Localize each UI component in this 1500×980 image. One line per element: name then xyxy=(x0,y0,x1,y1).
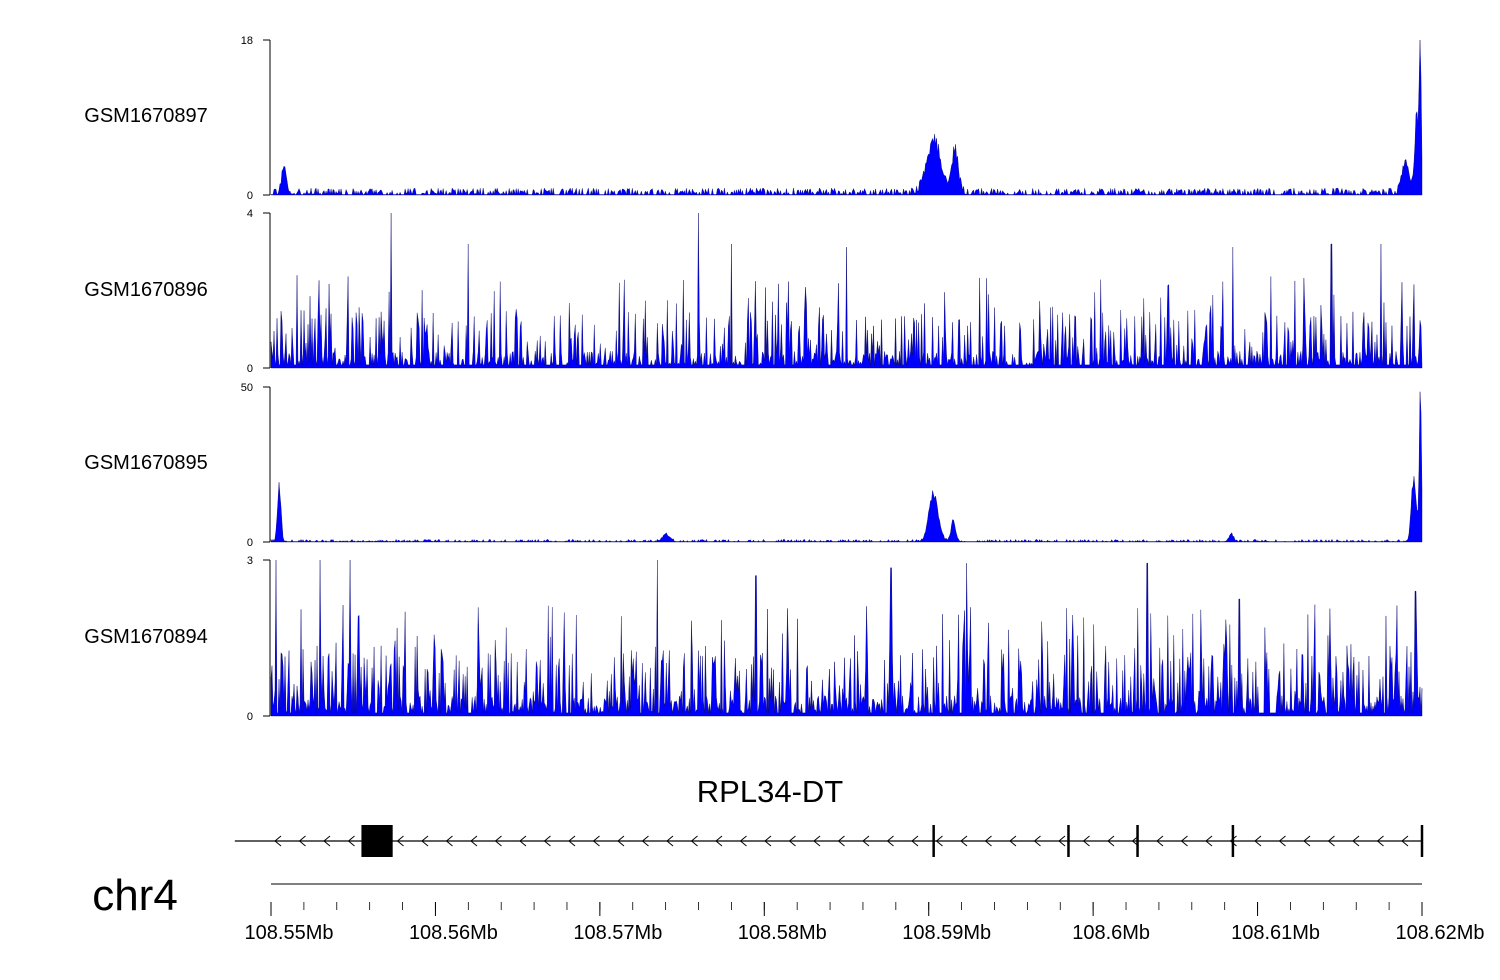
signal-area xyxy=(270,39,1423,196)
x-axis: 108.55Mb 108.56Mb 108.57Mb 108.58Mb 108.59Mb… xyxy=(245,883,1485,944)
strand-arrow xyxy=(1009,835,1017,847)
strand-arrow xyxy=(764,835,772,847)
y-tick-label: 0 xyxy=(247,190,253,202)
strand-arrow xyxy=(739,835,747,847)
strand-arrow xyxy=(911,835,919,847)
signal-area xyxy=(270,391,1423,543)
strand-arrow xyxy=(323,835,331,847)
strand-arrow xyxy=(347,835,355,847)
track-label: GSM1670894 xyxy=(84,626,207,648)
strand-arrow xyxy=(445,835,453,847)
strand-arrow xyxy=(1156,835,1164,847)
track-1: GSM1670897 0 18 xyxy=(84,35,1423,202)
track-label: GSM1670896 xyxy=(84,279,207,301)
y-tick-label: 0 xyxy=(247,711,253,723)
strand-arrow xyxy=(1107,835,1115,847)
signal-area xyxy=(270,212,1423,369)
strand-arrow xyxy=(960,835,968,847)
track-3: GSM1670895 0 50 xyxy=(84,382,1423,549)
strand-arrow xyxy=(788,835,796,847)
x-tick-label: 108.62Mb xyxy=(1396,922,1485,944)
strand-arrow xyxy=(1303,835,1311,847)
track-4: GSM1670894 0 3 xyxy=(84,555,1423,723)
chromosome-label: chr4 xyxy=(92,871,178,920)
gene-exons xyxy=(361,825,393,857)
strand-arrow xyxy=(543,835,551,847)
strand-arrow xyxy=(1278,835,1286,847)
strand-arrow xyxy=(1058,835,1066,847)
strand-arrow xyxy=(862,835,870,847)
strand-arrow xyxy=(690,835,698,847)
strand-arrow xyxy=(666,835,674,847)
x-tick-label: 108.6Mb xyxy=(1072,922,1150,944)
x-tick-label: 108.57Mb xyxy=(573,922,662,944)
strand-arrow xyxy=(592,835,600,847)
strand-arrow xyxy=(1352,835,1360,847)
gene-strand-arrows xyxy=(274,835,1409,847)
strand-arrow xyxy=(837,835,845,847)
strand-arrow xyxy=(1376,835,1384,847)
y-tick-label: 0 xyxy=(247,537,253,549)
gene-track: RPL34-DT xyxy=(234,774,1424,857)
x-tick-label: 108.61Mb xyxy=(1231,922,1320,944)
x-tick-label: 108.55Mb xyxy=(245,922,334,944)
strand-arrow xyxy=(886,835,894,847)
signal-tracks: GSM1670897018GSM167089604GSM1670895050GS… xyxy=(84,35,1423,723)
strand-arrow xyxy=(1033,835,1041,847)
x-tick-label: 108.58Mb xyxy=(738,922,827,944)
strand-arrow xyxy=(1327,835,1335,847)
strand-arrow xyxy=(1254,835,1262,847)
track-label: GSM1670895 xyxy=(84,452,207,474)
gene-label: RPL34-DT xyxy=(697,774,843,809)
strand-arrow xyxy=(494,835,502,847)
strand-arrow xyxy=(568,835,576,847)
y-tick-label: 50 xyxy=(241,382,253,394)
y-tick-label: 4 xyxy=(247,208,253,220)
strand-arrow xyxy=(421,835,429,847)
track-2: GSM1670896 0 4 xyxy=(84,208,1423,375)
strand-arrow xyxy=(1401,835,1409,847)
strand-arrow xyxy=(1180,835,1188,847)
strand-arrow xyxy=(984,835,992,847)
strand-arrow xyxy=(396,835,404,847)
strand-arrow xyxy=(935,835,943,847)
strand-arrow xyxy=(470,835,478,847)
strand-arrow xyxy=(1205,835,1213,847)
gene-exon xyxy=(361,825,393,857)
strand-arrow xyxy=(298,835,306,847)
strand-arrow xyxy=(813,835,821,847)
signal-area xyxy=(270,559,1423,717)
strand-arrow xyxy=(1229,835,1237,847)
track-label: GSM1670897 xyxy=(84,105,207,127)
y-tick-label: 18 xyxy=(241,35,253,47)
x-tick-label: 108.59Mb xyxy=(902,922,991,944)
y-tick-label: 3 xyxy=(247,555,253,567)
strand-arrow xyxy=(617,835,625,847)
strand-arrow xyxy=(519,835,527,847)
strand-arrow xyxy=(1082,835,1090,847)
y-tick-label: 0 xyxy=(247,363,253,375)
strand-arrow xyxy=(641,835,649,847)
strand-arrow xyxy=(274,835,282,847)
gene-boundary-ticks xyxy=(932,825,1424,857)
x-tick-label: 108.56Mb xyxy=(409,922,498,944)
strand-arrow xyxy=(715,835,723,847)
